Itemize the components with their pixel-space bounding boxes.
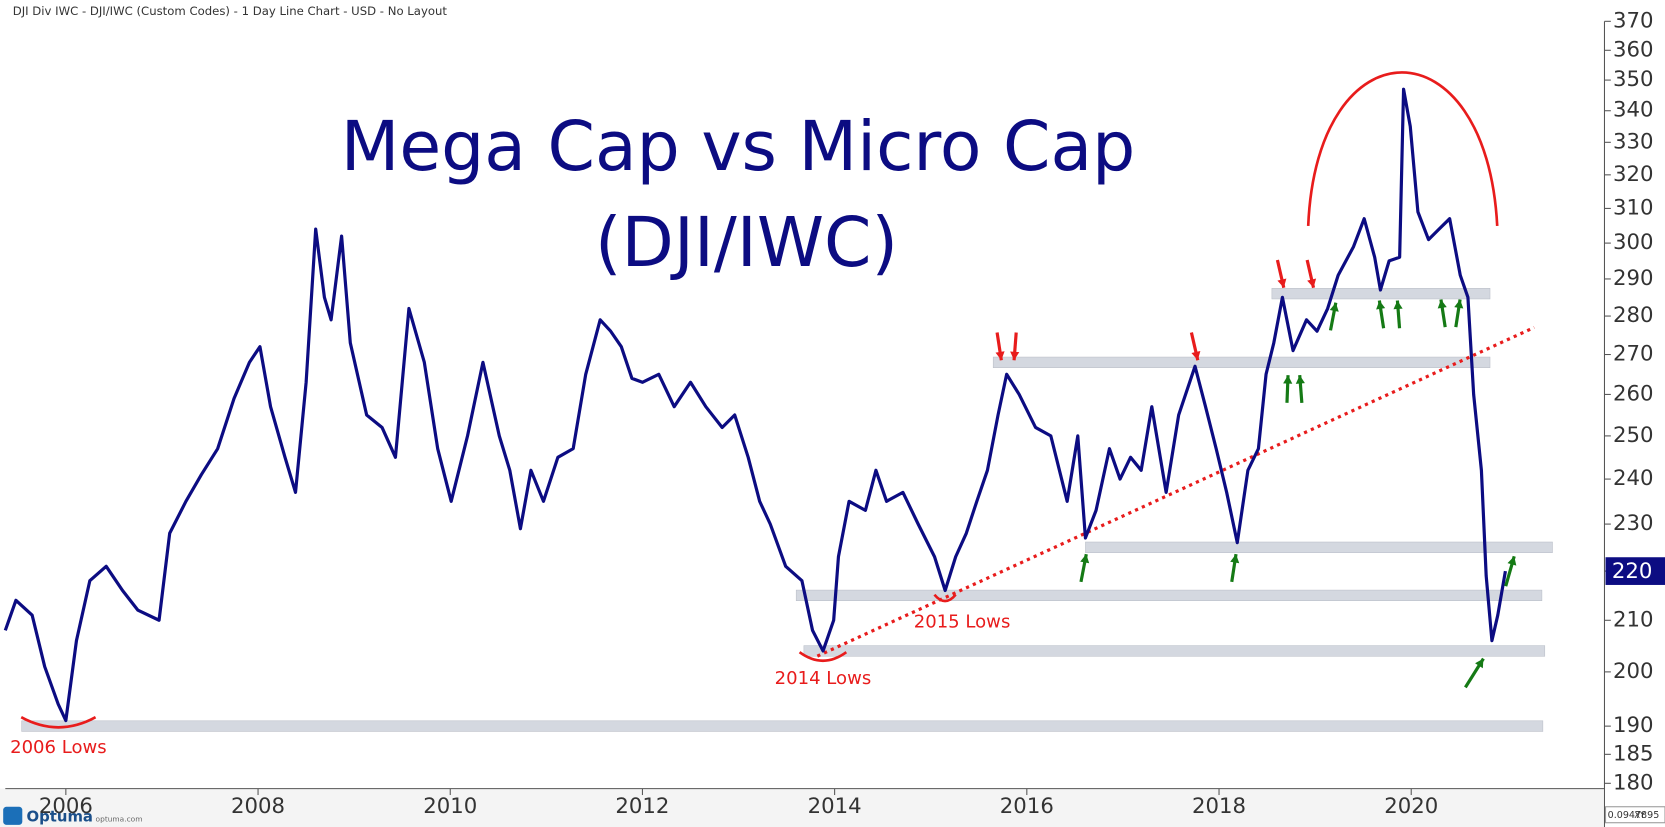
y-tick-label: 200: [1613, 659, 1654, 684]
highlight-arc: [1306, 71, 1499, 227]
annotation: 2014 Lows: [775, 668, 872, 689]
chart-title: Mega Cap vs Micro Cap: [341, 108, 1136, 187]
last-value-box: [1605, 557, 1665, 585]
y-tick-label: 240: [1613, 466, 1654, 491]
arrow-head: [1329, 302, 1339, 312]
x-tick-label: 2012: [615, 794, 669, 819]
support-band: [992, 356, 1491, 368]
header-bar: [0, 0, 1665, 23]
logo: Optuma: [27, 807, 93, 825]
x-tick-label: 2010: [423, 794, 477, 819]
arrow-head: [1295, 375, 1305, 384]
y-tick-label: 260: [1613, 381, 1654, 406]
y-tick-label: 210: [1613, 607, 1654, 632]
arrow-head: [1230, 554, 1240, 564]
x-tick-label: 2018: [1192, 794, 1246, 819]
y-tick-label: 330: [1613, 129, 1654, 154]
support-band: [795, 589, 1543, 601]
y-tick-label: 340: [1613, 98, 1654, 123]
annotation: 2015 Lows: [914, 611, 1011, 632]
arrow-head: [1475, 658, 1484, 669]
mode: XY: [1634, 811, 1646, 821]
arrow-head: [1507, 556, 1517, 566]
support-band: [803, 645, 1546, 657]
x-tick-label: 2020: [1384, 794, 1438, 819]
arrow-head: [1283, 375, 1293, 384]
arrow-head: [1277, 278, 1287, 288]
y-tick-label: 350: [1613, 67, 1654, 92]
annotation: 2006 Lows: [10, 737, 107, 758]
arrow-head: [1376, 300, 1386, 310]
x-tick-label: 2016: [1000, 794, 1054, 819]
arrow-head: [1454, 299, 1464, 309]
y-tick-label: 250: [1613, 423, 1654, 448]
arrow-head: [1191, 350, 1201, 361]
series-line: [3, 87, 1507, 723]
arrow-head: [1437, 299, 1447, 309]
y-tick-label: 300: [1613, 230, 1654, 255]
y-tick-label: 185: [1613, 741, 1654, 766]
arrow-head: [1307, 278, 1317, 288]
y-tick-label: 290: [1613, 266, 1654, 291]
chart-subtitle: (DJI/IWC): [595, 204, 898, 283]
site: optuma.com: [96, 815, 143, 824]
x-tick-label: 2008: [231, 794, 285, 819]
x-tick-label: 2006: [39, 794, 93, 819]
arrow-head: [1080, 554, 1090, 564]
last-value-label: 220: [1612, 559, 1653, 584]
x-tick-label: 2014: [808, 794, 862, 819]
highlight-arc: [798, 651, 848, 663]
support-band: [1085, 541, 1553, 553]
y-tick-label: 270: [1613, 341, 1654, 366]
arrow-head: [1010, 351, 1020, 361]
highlight-arc: [20, 716, 97, 729]
y-tick-label: 370: [1613, 8, 1654, 33]
y-tick-label: 320: [1613, 162, 1654, 187]
y-tick-label: 180: [1613, 770, 1654, 795]
y-tick-label: 190: [1613, 713, 1654, 738]
y-tick-label: 360: [1613, 37, 1654, 62]
header: DJI Div IWC - DJI/IWC (Custom Codes) - 1…: [13, 4, 448, 18]
y-tick-label: 230: [1613, 511, 1654, 536]
support-band: [21, 720, 1544, 732]
readout: 0.0947895: [1608, 810, 1660, 821]
y-tick-label: 280: [1613, 303, 1654, 328]
x-axis-band: [0, 788, 1604, 827]
logo-icon: [3, 806, 23, 825]
highlight-arc: [933, 593, 957, 603]
y-tick-label: 310: [1613, 195, 1654, 220]
trend-line: [816, 325, 1535, 658]
arrow-head: [1393, 300, 1403, 310]
arrow-head: [995, 351, 1005, 361]
